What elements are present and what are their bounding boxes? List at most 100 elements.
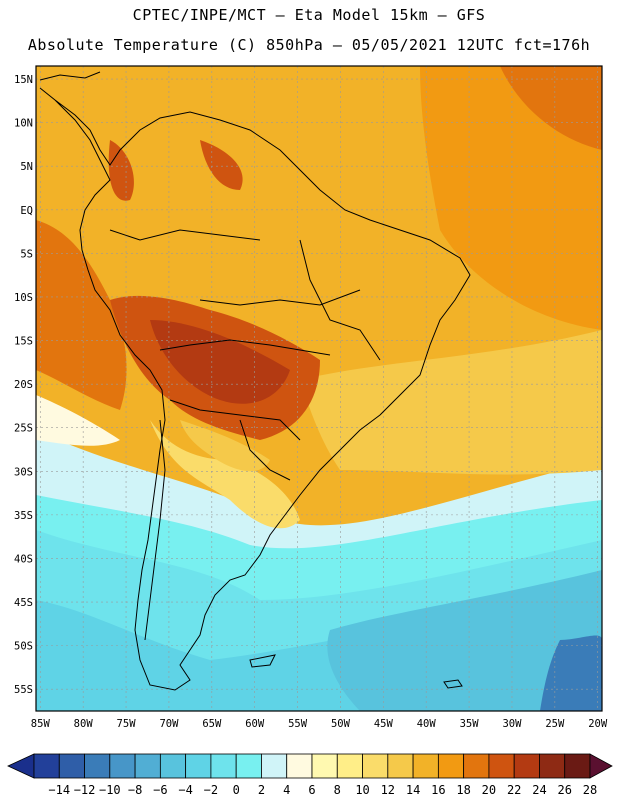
colorbar-swatch xyxy=(463,753,490,779)
border-line xyxy=(109,229,261,241)
grid-lines xyxy=(36,66,602,711)
latitude-label: 35S xyxy=(14,510,33,522)
coastline xyxy=(39,71,471,691)
colorbar-swatch xyxy=(539,753,566,779)
latitude-label: 40S xyxy=(14,553,33,565)
longitude-label: 35W xyxy=(460,718,480,730)
colorbar-labels: −14 −12 −10 −8 −6 −4 −2 0 2 4 6 8 10 12 14 16 18 20 22 24 26… xyxy=(48,783,597,797)
latitude-labels: 15N 10N 5N EQ 5S 10S 15S 20S 25S 30S 35S 40S 45S 50S 5… xyxy=(14,74,33,696)
latitude-label: 10N xyxy=(14,118,33,130)
longitude-label: 55W xyxy=(288,718,308,730)
longitude-label: 50W xyxy=(331,718,351,730)
latitude-label: 25S xyxy=(14,423,33,435)
colorbar-label: 26 xyxy=(558,783,572,797)
longitude-label: 70W xyxy=(159,718,179,730)
falkland-islands xyxy=(249,654,276,668)
colorbar-swatch xyxy=(109,753,136,779)
colorbar-label: 24 xyxy=(532,783,546,797)
colorbar-swatch xyxy=(210,753,237,779)
field-venezuela-22c xyxy=(200,140,243,190)
colorbar-label: −4 xyxy=(178,783,192,797)
colorbar-swatch xyxy=(33,753,60,779)
border-line xyxy=(199,289,361,306)
colorbar-label: −6 xyxy=(153,783,167,797)
colorbar-label: 20 xyxy=(482,783,496,797)
colorbar-label: 22 xyxy=(507,783,521,797)
colorbar-swatch xyxy=(513,753,540,779)
colorbar-label: 6 xyxy=(308,783,315,797)
colorbar-swatch xyxy=(387,753,414,779)
latitude-label: 15S xyxy=(14,336,33,348)
south-america-outline xyxy=(39,87,471,691)
field-continental-24c xyxy=(150,320,290,404)
colorbar-label: 16 xyxy=(431,783,445,797)
border-line xyxy=(159,339,331,356)
longitude-label: 85W xyxy=(31,718,51,730)
colorbar-label: −12 xyxy=(74,783,96,797)
field-band-14c xyxy=(300,330,602,475)
colorbar-swatch xyxy=(235,753,262,779)
temperature-field xyxy=(36,66,602,711)
field-band-minus4c xyxy=(327,570,602,711)
colorbar-label: 10 xyxy=(355,783,369,797)
colorbar-swatch xyxy=(336,753,363,779)
latitude-label: 5S xyxy=(20,248,33,260)
colorbar-label: −2 xyxy=(204,783,218,797)
colorbar-swatch xyxy=(261,753,288,779)
field-andes-north-22c xyxy=(108,140,134,201)
field-atlantic-20c xyxy=(500,66,602,150)
border-line xyxy=(239,419,291,481)
colorbar-label: 18 xyxy=(456,783,470,797)
latitude-label: 45S xyxy=(14,597,33,609)
colorbar-label: 12 xyxy=(381,783,395,797)
colorbar-swatch xyxy=(286,753,313,779)
colorbar-label: 0 xyxy=(233,783,240,797)
latitude-label: 15N xyxy=(14,74,33,86)
colorbar-label: 28 xyxy=(583,783,597,797)
colorbar-swatch xyxy=(84,753,111,779)
field-tongue-12c xyxy=(150,420,300,529)
longitude-label: 75W xyxy=(117,718,137,730)
colorbar-swatch xyxy=(488,753,515,779)
colorbar-label: 2 xyxy=(258,783,265,797)
longitude-label: 20W xyxy=(588,718,608,730)
border-line xyxy=(169,399,301,441)
field-tongue-14c xyxy=(180,420,270,472)
latitude-label: 30S xyxy=(14,466,33,478)
colorbar-high-arrow xyxy=(589,753,613,779)
colorbar-swatch xyxy=(159,753,187,779)
longitude-labels: 85W 80W 75W 70W 65W 60W 55W 50W 45W 40W 35W 30W 25W 2… xyxy=(31,718,608,730)
field-pacific-20c xyxy=(36,220,127,410)
map-frame xyxy=(35,65,603,712)
latitude-label: 5N xyxy=(20,161,33,173)
colorbar-swatch xyxy=(311,753,338,779)
south-georgia xyxy=(443,679,463,689)
border-line xyxy=(299,239,381,361)
title-line-1: CPTEC/INPE/MCT – Eta Model 15km – GFS xyxy=(132,6,486,24)
colorbar-swatch xyxy=(437,753,465,779)
field-band-minus10c xyxy=(540,635,602,711)
latitude-label: 10S xyxy=(14,292,33,304)
colorbar-label: −10 xyxy=(99,783,121,797)
colorbar-swatch xyxy=(412,753,439,779)
title-line-2: Absolute Temperature (C) 850hPa – 05/05/… xyxy=(27,36,591,54)
colorbar-low-arrow xyxy=(7,753,35,779)
longitude-label: 40W xyxy=(417,718,437,730)
latitude-label: EQ xyxy=(20,205,33,217)
colorbar-swatch xyxy=(185,753,212,779)
latitude-label: 50S xyxy=(14,641,33,653)
latitude-label: 55S xyxy=(14,684,33,696)
longitude-label: 80W xyxy=(74,718,94,730)
longitude-label: 30W xyxy=(502,718,522,730)
colorbar-label: −8 xyxy=(128,783,142,797)
colorbar-label: 8 xyxy=(334,783,341,797)
caribbean-coast xyxy=(39,71,101,81)
colorbar-swatch xyxy=(58,753,85,779)
longitude-label: 65W xyxy=(202,718,222,730)
colorbar-swatch xyxy=(362,753,389,779)
longitude-label: 60W xyxy=(245,718,265,730)
colorbar xyxy=(7,753,613,779)
border-line xyxy=(144,419,166,641)
field-pacific-8c xyxy=(36,395,120,446)
